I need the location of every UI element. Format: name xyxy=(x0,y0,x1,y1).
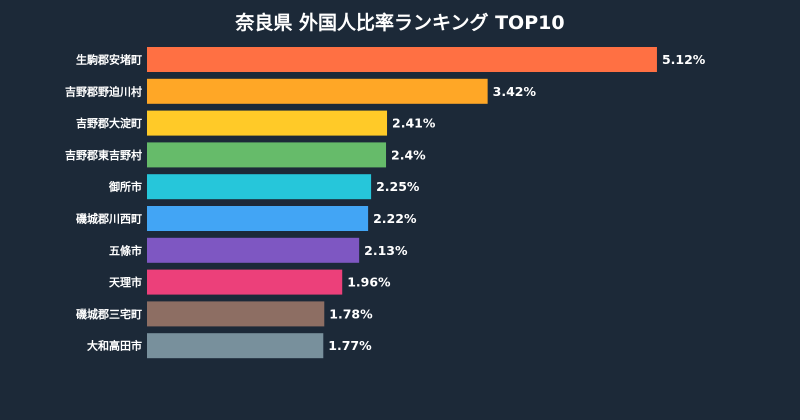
value-label: 5.12% xyxy=(662,52,706,67)
value-label: 2.25% xyxy=(376,179,420,194)
category-label: 吉野郡東吉野村 xyxy=(65,148,142,162)
category-label: 生駒郡安堵町 xyxy=(76,53,142,67)
category-label: 大和高田市 xyxy=(87,339,142,353)
value-label: 2.22% xyxy=(373,211,417,226)
value-label: 1.78% xyxy=(329,306,373,321)
category-label: 天理市 xyxy=(109,275,142,289)
bar xyxy=(147,301,325,327)
bar xyxy=(147,78,488,104)
value-label: 2.41% xyxy=(392,116,436,131)
value-label: 2.4% xyxy=(391,147,426,162)
bar xyxy=(147,174,372,200)
value-label: 3.42% xyxy=(493,84,537,99)
bar xyxy=(147,110,388,136)
value-label: 1.77% xyxy=(328,338,372,353)
bar xyxy=(147,142,387,168)
chart-title: 奈良県 外国人比率ランキング TOP10 xyxy=(234,11,564,34)
category-label: 磯城郡川西町 xyxy=(76,212,142,226)
value-label: 2.13% xyxy=(364,243,408,258)
category-label: 五條市 xyxy=(109,243,142,257)
bar xyxy=(147,333,324,359)
category-label: 磯城郡三宅町 xyxy=(76,307,142,321)
bar xyxy=(147,206,369,231)
bar xyxy=(147,47,657,72)
bars-group: 生駒郡安堵町 5.12% 吉野郡野迫川村 3.42% 吉野郡大淀町 2.41% 吉野郡東吉野… xyxy=(65,47,706,359)
category-label: 吉野郡野迫川村 xyxy=(65,84,142,98)
category-label: 吉野郡大淀町 xyxy=(76,116,142,130)
value-label: 1.96% xyxy=(347,275,391,290)
category-label: 御所市 xyxy=(108,180,142,194)
bar xyxy=(147,269,343,295)
bar xyxy=(147,237,360,263)
